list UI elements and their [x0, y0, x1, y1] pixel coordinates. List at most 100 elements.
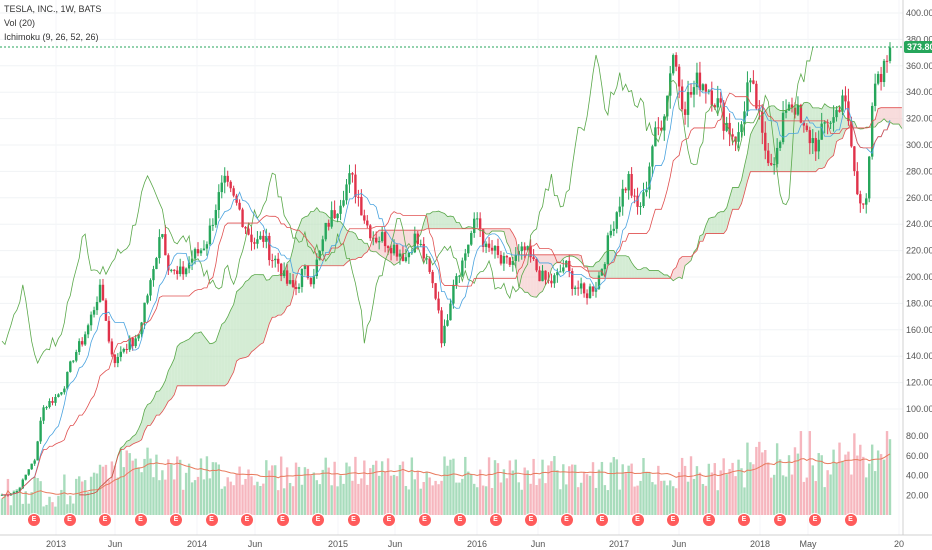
- candle-body: [380, 232, 384, 242]
- earnings-marker[interactable]: E: [382, 513, 396, 527]
- candle-body: [680, 86, 684, 110]
- earnings-marker[interactable]: E: [453, 513, 467, 527]
- candle-body: [707, 90, 711, 92]
- earnings-marker[interactable]: E: [808, 513, 822, 527]
- earnings-marker[interactable]: E: [169, 513, 183, 527]
- earnings-marker[interactable]: E: [666, 513, 680, 527]
- candle-body: [422, 243, 425, 259]
- earnings-marker[interactable]: E: [524, 513, 538, 527]
- volume-bar: [767, 462, 770, 515]
- volume-bar: [354, 456, 357, 515]
- price-axis[interactable]: 400.00 380.00 360.00 340.00 320.00 300.00 280.…: [902, 0, 932, 535]
- earnings-marker[interactable]: E: [559, 513, 574, 527]
- candle-body: [63, 388, 66, 393]
- volume-bar: [404, 486, 408, 515]
- candle-body: [48, 401, 51, 408]
- cloud-segment: [254, 274, 258, 350]
- candle-body: [30, 463, 33, 470]
- cloud-segment: [230, 304, 234, 378]
- earnings-marker[interactable]: E: [843, 513, 858, 527]
- time-tick-label: May: [799, 539, 817, 549]
- time-tick-label: Jun: [531, 539, 546, 549]
- candle-body: [671, 55, 675, 74]
- volume-legend[interactable]: Vol (20): [4, 18, 36, 28]
- candle-body: [386, 246, 390, 249]
- candle-body: [817, 139, 820, 152]
- volume-bar: [674, 488, 678, 515]
- volume-bar: [288, 482, 292, 515]
- candle-body: [597, 275, 601, 289]
- cloud-segment: [803, 102, 807, 172]
- candle-body: [615, 212, 618, 229]
- earnings-marker[interactable]: E: [346, 513, 361, 527]
- candle-body: [199, 250, 203, 254]
- volume-bar: [95, 473, 99, 515]
- ichimoku-legend[interactable]: Ichimoku (9, 26, 52, 26): [4, 32, 99, 42]
- candle-body: [630, 174, 633, 196]
- volume-bar: [360, 478, 363, 515]
- volume-bar: [42, 506, 45, 515]
- cloud-segment: [263, 274, 267, 343]
- cloud-segment: [824, 103, 828, 168]
- candle-body: [51, 401, 54, 403]
- earnings-marker[interactable]: E: [204, 513, 219, 527]
- volume-bar: [443, 456, 446, 515]
- candle-body: [752, 80, 755, 84]
- candle-body: [110, 341, 114, 355]
- volume-bar: [666, 485, 669, 515]
- volume-bar: [419, 488, 422, 515]
- candle-body: [330, 210, 333, 227]
- volume-bar: [689, 456, 693, 515]
- candle-body: [315, 259, 319, 277]
- cloud-segment: [257, 274, 261, 347]
- candle-body: [89, 314, 93, 326]
- earnings-marker[interactable]: E: [27, 513, 41, 527]
- volume-bar: [648, 473, 651, 515]
- volume-bar: [383, 471, 387, 515]
- volume-tick-label: 20.00: [906, 490, 929, 500]
- earnings-marker[interactable]: E: [133, 513, 148, 527]
- earnings-marker[interactable]: E: [772, 513, 787, 527]
- volume-bar: [600, 461, 604, 515]
- earnings-marker[interactable]: E: [240, 513, 254, 527]
- volume-bar: [57, 495, 60, 515]
- volume-bar: [787, 455, 791, 515]
- earnings-marker[interactable]: E: [62, 513, 77, 527]
- candle-body: [573, 287, 577, 289]
- earnings-marker[interactable]: E: [737, 513, 751, 527]
- candle-body: [832, 117, 835, 123]
- earnings-marker[interactable]: E: [630, 513, 645, 527]
- candle-body: [167, 255, 170, 271]
- earnings-marker[interactable]: E: [595, 513, 609, 527]
- volume-bar: [692, 478, 696, 515]
- candle-body: [582, 283, 586, 294]
- candle-body: [508, 257, 512, 265]
- symbol-legend[interactable]: TESLA, INC., 1W, BATS: [4, 4, 102, 14]
- cloud-segment: [355, 233, 359, 260]
- candle-body: [556, 271, 559, 276]
- cloud-segment: [789, 108, 792, 172]
- earnings-marker[interactable]: E: [488, 513, 503, 527]
- candle-body: [532, 257, 535, 259]
- volume-bar: [544, 483, 547, 515]
- cloud-segment: [735, 187, 739, 210]
- cloud-segment: [162, 380, 166, 412]
- earnings-marker[interactable]: E: [311, 513, 325, 527]
- cloud-segment: [391, 230, 395, 266]
- earnings-marker[interactable]: E: [275, 513, 290, 527]
- volume-bar: [122, 467, 125, 515]
- earnings-marker[interactable]: E: [98, 513, 112, 527]
- candle-body: [152, 269, 155, 281]
- volume-bar: [606, 490, 610, 515]
- candle-body: [467, 244, 470, 254]
- volume-bar: [449, 459, 452, 515]
- time-axis[interactable]: 2013 Jun 2014 Jun 2015 Jun 2016 Jun 2017 Jun 2018 M…: [0, 534, 932, 549]
- candle-body: [600, 269, 604, 276]
- volume-bar: [291, 486, 295, 515]
- earnings-marker[interactable]: E: [701, 513, 716, 527]
- candle-body: [743, 111, 746, 125]
- volume-bar: [719, 470, 722, 515]
- earnings-marker[interactable]: E: [417, 513, 432, 527]
- volume-bar: [749, 462, 752, 515]
